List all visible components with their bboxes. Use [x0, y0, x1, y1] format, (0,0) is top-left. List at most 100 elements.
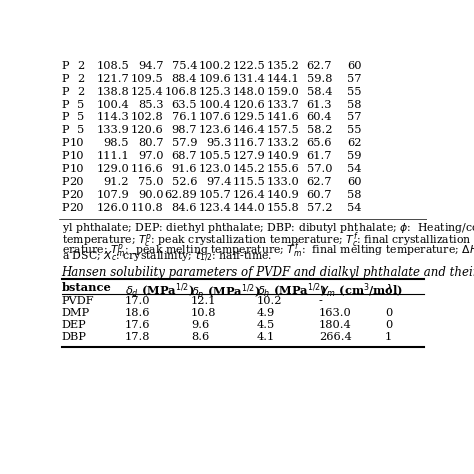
Text: P: P — [62, 203, 69, 213]
Text: 61.7: 61.7 — [307, 151, 332, 161]
Text: 107.6: 107.6 — [199, 112, 231, 122]
Text: 123.0: 123.0 — [199, 164, 231, 174]
Text: 20: 20 — [70, 190, 84, 200]
Text: 157.5: 157.5 — [267, 126, 300, 136]
Text: 4.5: 4.5 — [257, 320, 275, 330]
Text: P: P — [62, 100, 69, 109]
Text: erature; $T_m^p$:  peak melting temperature; $T_m^f$:  final melting temperature: erature; $T_m^p$: peak melting temperatu… — [62, 240, 474, 260]
Text: DEP: DEP — [62, 320, 86, 330]
Text: 105.5: 105.5 — [199, 151, 231, 161]
Text: 59: 59 — [347, 151, 362, 161]
Text: 116.6: 116.6 — [131, 164, 164, 174]
Text: 62.7: 62.7 — [307, 61, 332, 71]
Text: 68.7: 68.7 — [172, 151, 197, 161]
Text: 126.4: 126.4 — [233, 190, 265, 200]
Text: 131.4: 131.4 — [233, 73, 265, 84]
Text: 60: 60 — [347, 61, 362, 71]
Text: 100.2: 100.2 — [199, 61, 231, 71]
Text: 105.7: 105.7 — [199, 190, 231, 200]
Text: 20: 20 — [70, 177, 84, 187]
Text: 63.5: 63.5 — [172, 100, 197, 109]
Text: 155.6: 155.6 — [267, 164, 300, 174]
Text: 5: 5 — [77, 100, 84, 109]
Text: 60.7: 60.7 — [307, 190, 332, 200]
Text: 65.6: 65.6 — [307, 138, 332, 148]
Text: 133.0: 133.0 — [267, 177, 300, 187]
Text: 110.8: 110.8 — [131, 203, 164, 213]
Text: $\delta_p$ (MPa$^{1/2}$): $\delta_p$ (MPa$^{1/2}$) — [191, 282, 261, 303]
Text: 61.3: 61.3 — [307, 100, 332, 109]
Text: 97.4: 97.4 — [206, 177, 231, 187]
Text: $\lambda$: $\lambda$ — [385, 282, 393, 294]
Text: yl phthalate; DEP: diethyl phthalate; DBP: dibutyl phthalate; $\phi$:  Heating/c: yl phthalate; DEP: diethyl phthalate; DB… — [62, 221, 474, 235]
Text: P: P — [62, 87, 69, 97]
Text: 140.9: 140.9 — [267, 190, 300, 200]
Text: P: P — [62, 61, 69, 71]
Text: 88.4: 88.4 — [172, 73, 197, 84]
Text: $V_m$ (cm$^3$/mol): $V_m$ (cm$^3$/mol) — [319, 282, 403, 300]
Text: 52.6: 52.6 — [172, 177, 197, 187]
Text: 57.9: 57.9 — [172, 138, 197, 148]
Text: 75.0: 75.0 — [138, 177, 164, 187]
Text: 159.0: 159.0 — [267, 87, 300, 97]
Text: PVDF: PVDF — [62, 296, 94, 306]
Text: 1: 1 — [385, 332, 392, 342]
Text: 97.0: 97.0 — [138, 151, 164, 161]
Text: 17.8: 17.8 — [125, 332, 151, 342]
Text: 125.3: 125.3 — [199, 87, 231, 97]
Text: 123.6: 123.6 — [199, 126, 231, 136]
Text: 55: 55 — [347, 87, 362, 97]
Text: temperature; $T_c^p$: peak crystallization temperature; $T_c^f$: final crystalli: temperature; $T_c^p$: peak crystallizati… — [62, 230, 474, 250]
Text: 17.6: 17.6 — [125, 320, 151, 330]
Text: $\delta_h$ (MPa$^{1/2}$): $\delta_h$ (MPa$^{1/2}$) — [257, 282, 327, 300]
Text: 59.8: 59.8 — [307, 73, 332, 84]
Text: 57: 57 — [347, 112, 362, 122]
Text: 144.1: 144.1 — [267, 73, 300, 84]
Text: 62.89: 62.89 — [164, 190, 197, 200]
Text: 108.5: 108.5 — [96, 61, 129, 71]
Text: 94.7: 94.7 — [138, 61, 164, 71]
Text: 121.7: 121.7 — [96, 73, 129, 84]
Text: 58.2: 58.2 — [307, 126, 332, 136]
Text: 133.7: 133.7 — [267, 100, 300, 109]
Text: 90.0: 90.0 — [138, 190, 164, 200]
Text: 98.7: 98.7 — [172, 126, 197, 136]
Text: 129.5: 129.5 — [233, 112, 265, 122]
Text: 60: 60 — [347, 177, 362, 187]
Text: 57: 57 — [347, 73, 362, 84]
Text: 9.6: 9.6 — [191, 320, 209, 330]
Text: 100.4: 100.4 — [96, 100, 129, 109]
Text: 0: 0 — [385, 320, 392, 330]
Text: P: P — [62, 190, 69, 200]
Text: 8.6: 8.6 — [191, 332, 209, 342]
Text: 5: 5 — [77, 126, 84, 136]
Text: 58: 58 — [347, 100, 362, 109]
Text: 146.4: 146.4 — [233, 126, 265, 136]
Text: DBP: DBP — [62, 332, 86, 342]
Text: 2: 2 — [77, 61, 84, 71]
Text: 4.9: 4.9 — [257, 308, 275, 318]
Text: 141.6: 141.6 — [267, 112, 300, 122]
Text: a DSC; $X_c$: crystallinity; $t_{1/2}$: half-time.: a DSC; $X_c$: crystallinity; $t_{1/2}$: … — [62, 250, 272, 264]
Text: 109.5: 109.5 — [131, 73, 164, 84]
Text: 4.1: 4.1 — [257, 332, 275, 342]
Text: P: P — [62, 164, 69, 174]
Text: 114.3: 114.3 — [96, 112, 129, 122]
Text: 98.5: 98.5 — [103, 138, 129, 148]
Text: P: P — [62, 126, 69, 136]
Text: 60.4: 60.4 — [307, 112, 332, 122]
Text: 102.8: 102.8 — [131, 112, 164, 122]
Text: 57.0: 57.0 — [307, 164, 332, 174]
Text: 58: 58 — [347, 190, 362, 200]
Text: 0: 0 — [385, 308, 392, 318]
Text: 75.4: 75.4 — [172, 61, 197, 71]
Text: 116.7: 116.7 — [233, 138, 265, 148]
Text: Hansen solubility parameters of PVDF and dialkyl phthalate and their interaction: Hansen solubility parameters of PVDF and… — [62, 266, 474, 279]
Text: 12.1: 12.1 — [191, 296, 217, 306]
Text: -: - — [319, 296, 323, 306]
Text: 100.4: 100.4 — [199, 100, 231, 109]
Text: 120.6: 120.6 — [233, 100, 265, 109]
Text: 163.0: 163.0 — [319, 308, 352, 318]
Text: 145.2: 145.2 — [233, 164, 265, 174]
Text: 76.1: 76.1 — [172, 112, 197, 122]
